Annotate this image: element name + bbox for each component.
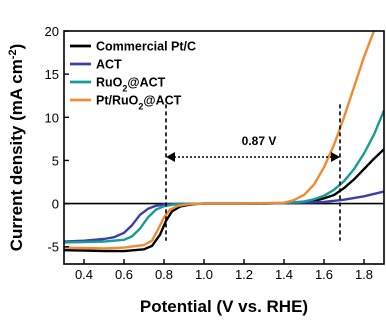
y-tick-label: 0 xyxy=(52,197,59,212)
tick-layer: 0.4 0.6 0.8 1.0 1.2 1.4 1.6 1.8 -5 0 5 10 15 20 xyxy=(45,24,374,282)
series-line-3 xyxy=(64,31,376,250)
y-tick-label: 5 xyxy=(52,153,59,168)
y-tick-label: 10 xyxy=(45,110,59,125)
annotation-label: 0.87 V xyxy=(242,134,277,148)
legend-entry-1: ACT xyxy=(96,58,122,72)
x-tick-label: 1.6 xyxy=(315,267,333,282)
y-axis-label-main: Current density (mA cm xyxy=(7,59,26,251)
y-axis-label-superscript: -2 xyxy=(7,49,19,59)
x-tick-label: 1.0 xyxy=(195,267,213,282)
x-tick-label: 0.4 xyxy=(75,267,93,282)
plot-frame xyxy=(63,30,385,265)
legend-entry-0: Commercial Pt/C xyxy=(96,40,196,54)
x-tick-label: 0.6 xyxy=(115,267,133,282)
annotation-arrowhead-left xyxy=(166,151,175,162)
series-line-2 xyxy=(64,109,384,244)
legend-entry-2: RuO2@ACT xyxy=(96,76,166,94)
series-layer xyxy=(64,31,384,253)
y-axis-label-close: ) xyxy=(7,44,26,50)
annotation-layer: 0.87 V xyxy=(165,104,341,241)
x-tick-label: 1.2 xyxy=(235,267,253,282)
annotation-arrowhead-right xyxy=(331,151,340,162)
y-axis-label: Current density (mA cm-2) xyxy=(7,44,26,252)
y-tick-label: -5 xyxy=(47,240,59,255)
x-tick-label: 1.4 xyxy=(275,267,293,282)
legend-entry-3: Pt/RuO2@ACT xyxy=(96,94,182,112)
x-axis-label: Potential (V vs. RHE) xyxy=(140,297,308,316)
x-tick-label: 0.8 xyxy=(155,267,173,282)
y-tick-label: 20 xyxy=(45,24,59,39)
x-tick-label: 1.8 xyxy=(355,267,373,282)
y-tick-label: 15 xyxy=(45,67,59,82)
series-line-1 xyxy=(64,190,384,243)
